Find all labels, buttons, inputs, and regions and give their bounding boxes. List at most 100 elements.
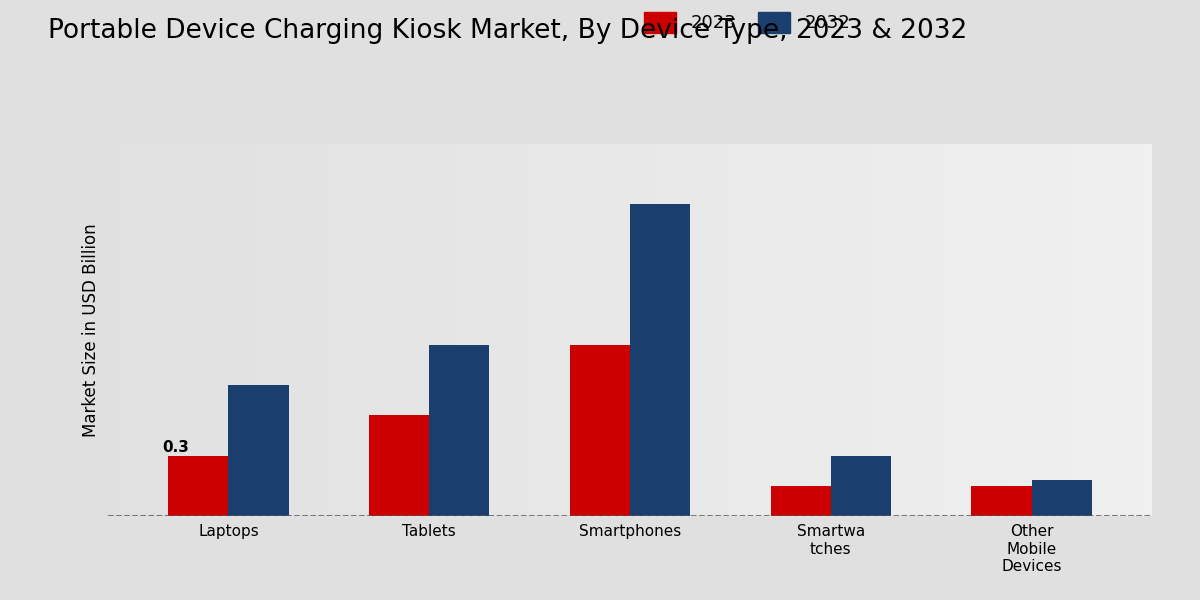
Bar [610, 144, 614, 516]
Bar [390, 144, 395, 516]
Bar [239, 144, 244, 516]
Bar [943, 144, 948, 516]
Text: Portable Device Charging Kiosk Market, By Device Type, 2023 & 2032: Portable Device Charging Kiosk Market, B… [48, 18, 967, 44]
Bar [797, 144, 803, 516]
Bar [1079, 144, 1084, 516]
Bar [692, 144, 698, 516]
Bar [437, 144, 442, 516]
Bar [688, 144, 692, 516]
Bar [850, 144, 854, 516]
Bar [337, 144, 343, 516]
Bar [416, 144, 421, 516]
Bar [886, 144, 892, 516]
Bar [892, 144, 896, 516]
Bar [1068, 144, 1074, 516]
Bar [979, 144, 985, 516]
Bar [474, 144, 479, 516]
Bar [499, 144, 505, 516]
Bar [1147, 144, 1152, 516]
Bar [739, 144, 745, 516]
Bar [714, 144, 719, 516]
Bar [448, 144, 452, 516]
Bar [1110, 144, 1116, 516]
Bar [124, 144, 128, 516]
Bar [619, 144, 625, 516]
Bar [948, 144, 954, 516]
Bar [635, 144, 641, 516]
Bar [1141, 144, 1147, 516]
Bar [646, 144, 650, 516]
Bar [265, 144, 270, 516]
Text: 0.3: 0.3 [162, 440, 190, 455]
Bar [734, 144, 739, 516]
Bar [1006, 144, 1012, 516]
Bar [703, 144, 708, 516]
Bar [139, 144, 144, 516]
Bar [1037, 144, 1043, 516]
Bar [708, 144, 714, 516]
Bar [155, 144, 161, 516]
Bar [954, 144, 959, 516]
Bar [970, 144, 974, 516]
Bar [641, 144, 646, 516]
Bar [614, 144, 619, 516]
Bar [896, 144, 901, 516]
Bar [270, 144, 275, 516]
Bar [870, 144, 875, 516]
Bar [348, 144, 353, 516]
Bar [907, 144, 912, 516]
Bar [113, 144, 119, 516]
Bar [830, 455, 890, 516]
Bar [604, 144, 610, 516]
Bar [923, 144, 928, 516]
Bar [296, 144, 301, 516]
Bar [317, 144, 322, 516]
Bar [557, 144, 562, 516]
Bar [1094, 144, 1100, 516]
Bar [150, 144, 155, 516]
Bar [1058, 144, 1063, 516]
Bar [770, 486, 830, 516]
Bar [770, 144, 776, 516]
Bar [1116, 144, 1121, 516]
Bar [985, 144, 990, 516]
Bar [119, 144, 124, 516]
Bar [1032, 480, 1092, 516]
Bar [562, 144, 568, 516]
Bar [901, 144, 907, 516]
Y-axis label: Market Size in USD Billion: Market Size in USD Billion [82, 223, 100, 437]
Bar [370, 415, 430, 516]
Bar [932, 144, 938, 516]
Legend: 2023, 2032: 2023, 2032 [643, 11, 851, 32]
Bar [881, 144, 886, 516]
Bar [594, 144, 599, 516]
Bar [1090, 144, 1094, 516]
Bar [755, 144, 761, 516]
Bar [1052, 144, 1058, 516]
Bar [248, 144, 254, 516]
Bar [166, 144, 170, 516]
Bar [672, 144, 677, 516]
Bar [494, 144, 499, 516]
Bar [244, 144, 248, 516]
Bar [568, 144, 572, 516]
Bar [974, 144, 979, 516]
Bar [426, 144, 432, 516]
Bar [583, 144, 588, 516]
Bar [395, 144, 401, 516]
Bar [505, 144, 510, 516]
Bar [301, 144, 306, 516]
Bar [834, 144, 839, 516]
Bar [803, 144, 808, 516]
Bar [353, 144, 359, 516]
Bar [1121, 144, 1126, 516]
Bar [912, 144, 917, 516]
Bar [1063, 144, 1068, 516]
Bar [698, 144, 703, 516]
Bar [223, 144, 228, 516]
Bar [677, 144, 683, 516]
Bar [275, 144, 281, 516]
Bar [661, 144, 666, 516]
Bar [197, 144, 202, 516]
Bar [572, 144, 578, 516]
